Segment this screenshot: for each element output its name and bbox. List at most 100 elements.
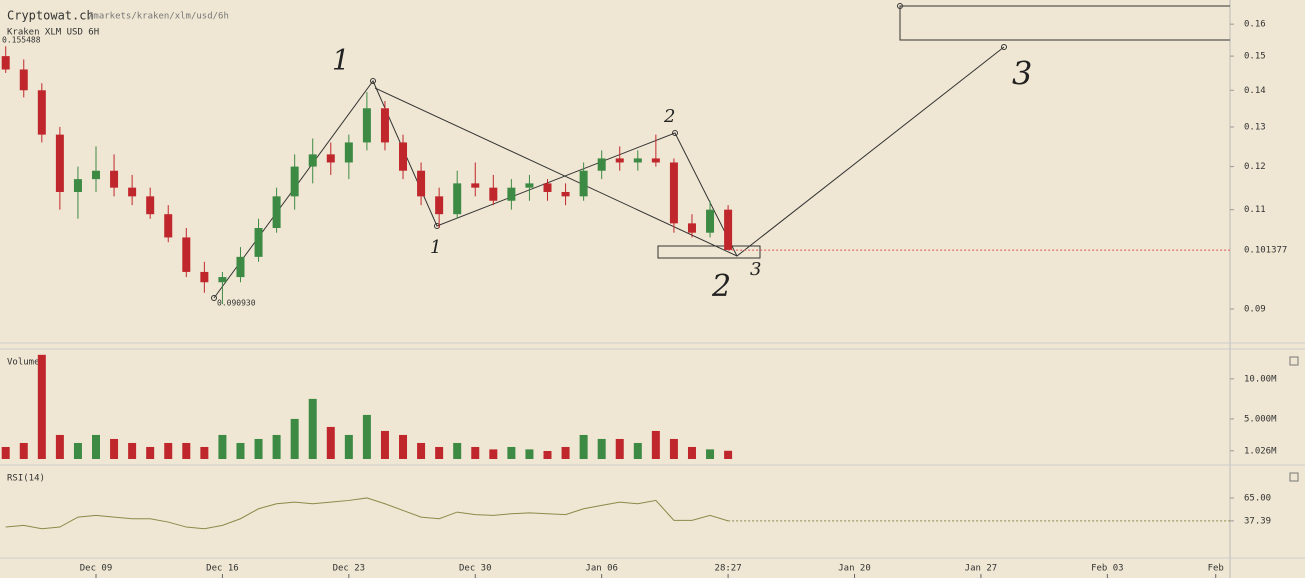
y-tick-label: 0.12 (1244, 162, 1266, 172)
volume-bar (687, 446, 696, 459)
x-tick-label: Jan 06 (585, 564, 618, 574)
candle-body (146, 196, 155, 215)
candle-body (543, 183, 552, 192)
volume-bar (19, 442, 28, 459)
close-button[interactable] (1289, 356, 1299, 366)
x-tick-label: Dec 16 (206, 564, 239, 574)
candle-body (254, 228, 263, 257)
volume-bar (236, 442, 245, 459)
wave-label: 2 (663, 106, 675, 127)
volume-bar (579, 434, 588, 459)
candle-body (128, 187, 137, 197)
y-tick-label: 0.16 (1244, 20, 1266, 30)
candle-body (290, 166, 299, 197)
candle-body (399, 142, 408, 171)
volume-bar (326, 426, 335, 459)
drawings (211, 3, 1230, 301)
candle-body (687, 223, 696, 233)
x-tick-label: Jan 27 (965, 564, 998, 574)
y-tick-label: 0.14 (1244, 86, 1266, 96)
candle-body (92, 170, 100, 180)
candle-body (507, 187, 516, 201)
panel-title: Volume (7, 358, 40, 368)
candle-body (706, 209, 715, 233)
volume-bar (489, 449, 498, 459)
candle-body (561, 191, 570, 197)
volume-bar (706, 449, 715, 459)
candle-body (326, 154, 335, 163)
x-tick-label: Dec 23 (333, 564, 366, 574)
x-tick-label: Feb 03 (1091, 564, 1124, 574)
volume-bar (55, 434, 64, 459)
candle-body (218, 277, 227, 283)
rsi-line (5, 497, 729, 530)
low-price: 0.090930 (217, 299, 256, 308)
volume-bar (182, 442, 191, 459)
y-tick-label: 65.00 (1244, 493, 1271, 503)
candle-body (651, 158, 660, 163)
trend-line (374, 87, 738, 257)
candle-body (362, 108, 371, 143)
wave-label: 1 (430, 237, 441, 258)
volume-bar (417, 442, 426, 459)
anchor (211, 295, 217, 301)
candle-body (236, 256, 245, 278)
volume-bar (471, 446, 480, 459)
x-tick-label: Feb (1208, 564, 1224, 574)
site-name[interactable]: Cryptowat.ch (7, 9, 94, 23)
candle-body (471, 183, 480, 188)
volume-bar (146, 446, 155, 459)
volume-bar (651, 430, 660, 459)
volume-bar (380, 430, 389, 459)
volume-bar (362, 414, 371, 459)
candle-body (435, 196, 444, 215)
volume-bar (669, 438, 678, 459)
volume-bar (399, 434, 408, 459)
volume-bar (92, 434, 100, 459)
candle-body (308, 154, 317, 167)
volume-bar (435, 446, 444, 459)
volume-bar (128, 442, 137, 459)
anchor (672, 130, 678, 136)
candle-body (453, 183, 462, 215)
candle-body (272, 196, 281, 229)
candle-body (615, 158, 624, 163)
wave-label: 1 (332, 44, 350, 77)
last-price-label: 0.101377 (1244, 246, 1287, 256)
market-label: Kraken XLM USD 6H (7, 28, 99, 38)
candle-body (417, 170, 426, 197)
y-tick-label: 1.026M (1244, 446, 1277, 456)
wave-label: 3 (750, 259, 761, 280)
candle-body (19, 69, 28, 91)
candle-body (200, 271, 209, 283)
panel-title: RSI(14) (7, 474, 45, 484)
volume-bar (724, 450, 733, 459)
volume-bar (308, 398, 317, 459)
volume-bar (633, 442, 642, 459)
x-tick-label: Dec 09 (80, 564, 113, 574)
candle-body (579, 170, 588, 197)
top-price: 0.155488 (2, 36, 41, 45)
volume-bar (254, 438, 263, 459)
candle-body (182, 237, 191, 272)
candle-body (344, 142, 353, 163)
x-tick-label: 28:27 (715, 564, 742, 574)
close-button[interactable] (1289, 472, 1299, 482)
volume-bar (218, 434, 227, 459)
wave-label: 2 (711, 269, 731, 304)
volume-bar (164, 442, 173, 459)
market-path: /markets/kraken/xlm/usd/6h (88, 12, 229, 22)
box-drawing (899, 5, 1230, 41)
candle-body (489, 187, 498, 201)
volume-bar (37, 354, 46, 459)
y-tick-label: 37.39 (1244, 516, 1271, 526)
wave-label: 3 (1012, 55, 1032, 93)
anchor (370, 78, 376, 84)
anchor (1001, 44, 1007, 50)
candle-body (73, 179, 82, 192)
volume-bar (272, 434, 281, 459)
volume-bar (453, 442, 462, 459)
candle-body (110, 170, 119, 188)
volume-bar (290, 418, 299, 459)
trend-lines (213, 46, 1005, 299)
